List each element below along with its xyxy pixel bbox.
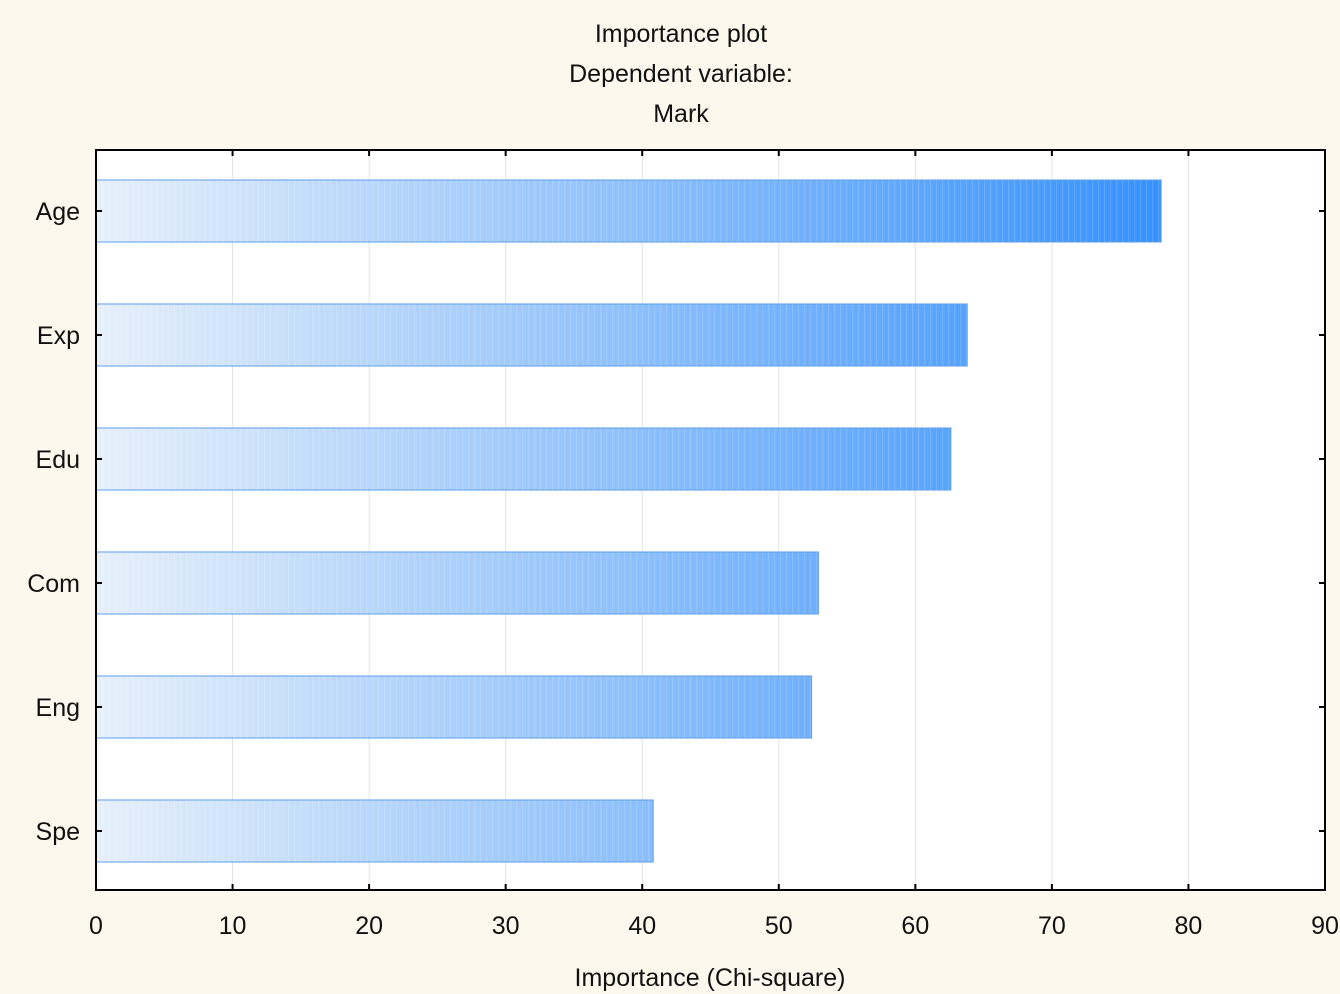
- bars: [95, 179, 1162, 863]
- chart-title-line-3: Mark: [653, 100, 709, 128]
- x-tick-label-30: 30: [492, 912, 520, 940]
- bar-stripes-com: [96, 552, 819, 614]
- x-tick-label-90: 90: [1311, 912, 1339, 940]
- bar-stripes-spe: [96, 800, 654, 862]
- y-axis-category-labels: Age Exp Edu Com Eng Spe: [27, 198, 80, 846]
- bar-stripes-exp: [96, 304, 968, 366]
- x-tick-label-70: 70: [1038, 912, 1066, 940]
- y-category-label-age: Age: [36, 198, 80, 226]
- x-tick-label-10: 10: [219, 912, 247, 940]
- y-category-label-spe: Spe: [36, 818, 80, 846]
- y-category-label-com: Com: [27, 570, 80, 598]
- x-tick-label-20: 20: [355, 912, 383, 940]
- y-category-label-eng: Eng: [36, 694, 80, 722]
- chart-title-line-1: Importance plot: [595, 20, 767, 48]
- plot-area: [96, 150, 1325, 890]
- y-category-label-exp: Exp: [37, 322, 80, 350]
- x-tick-label-40: 40: [628, 912, 656, 940]
- axis-ticks: [95, 150, 1326, 890]
- bar-stripes-edu: [96, 428, 951, 490]
- x-axis-tick-labels: 0 10 20 30 40 50 60 70 80 90: [89, 912, 1339, 940]
- x-tick-label-60: 60: [901, 912, 929, 940]
- y-category-label-edu: Edu: [36, 446, 80, 474]
- x-tick-label-50: 50: [765, 912, 793, 940]
- bar-stripes-eng: [96, 676, 812, 738]
- chart-title: Importance plot Dependent variable: Mark: [569, 20, 793, 128]
- chart-title-line-2: Dependent variable:: [569, 60, 793, 88]
- bar-stripes-age: [96, 180, 1162, 242]
- x-tick-label-0: 0: [89, 912, 103, 940]
- x-tick-label-80: 80: [1175, 912, 1203, 940]
- plot-frame: [95, 149, 1326, 891]
- gridlines: [232, 150, 1189, 890]
- x-axis-title: Importance (Chi-square): [575, 964, 846, 992]
